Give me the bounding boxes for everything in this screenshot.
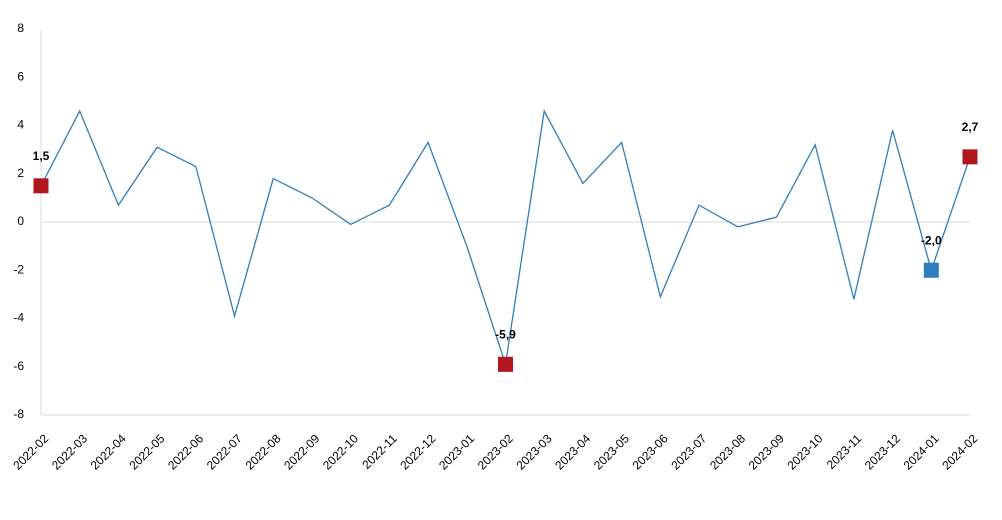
x-tick-label: 2023-12 <box>862 431 903 472</box>
x-tick-label: 2022-06 <box>165 431 206 472</box>
marker <box>33 178 49 194</box>
x-tick-label: 2023-07 <box>668 431 709 472</box>
y-tick-label: -4 <box>13 311 24 325</box>
x-tick-label: 2022-07 <box>204 431 245 472</box>
x-tick-label: 2022-09 <box>281 431 322 472</box>
y-tick-label: -2 <box>13 262 24 276</box>
y-tick-label: 6 <box>17 69 24 83</box>
data-label: 2,7 <box>962 120 979 134</box>
marker <box>923 262 939 278</box>
x-tick-label: 2023-06 <box>630 431 671 472</box>
x-tick-label: 2024-02 <box>939 431 980 472</box>
x-tick-label: 2022-04 <box>88 431 129 472</box>
x-tick-label: 2022-08 <box>243 431 284 472</box>
y-tick-label: 4 <box>17 118 24 132</box>
x-tick-label: 2023-04 <box>552 431 593 472</box>
x-tick-label: 2023-05 <box>591 431 632 472</box>
x-tick-label: 2023-01 <box>436 431 477 472</box>
marker <box>498 356 513 372</box>
x-tick-label: 2022-12 <box>397 431 438 472</box>
x-tick-label: 2022-05 <box>126 431 167 472</box>
y-tick-label: 2 <box>17 166 24 180</box>
x-tick-label: 2023-09 <box>746 431 787 472</box>
x-tick-label: 2023-08 <box>707 431 748 472</box>
x-tick-label: 2022-03 <box>49 431 90 472</box>
y-tick-label: -6 <box>13 359 24 373</box>
x-tick-label: 2023-11 <box>824 431 865 472</box>
data-label: -2,0 <box>921 233 942 247</box>
x-tick-label: 2024-01 <box>901 431 942 472</box>
y-tick-label: -8 <box>13 407 24 421</box>
y-tick-label: 8 <box>17 21 24 35</box>
x-tick-label: 2023-02 <box>475 431 516 472</box>
y-tick-label: 0 <box>17 214 24 228</box>
x-tick-label: 2022-02 <box>10 431 51 472</box>
marker <box>962 149 978 165</box>
data-line <box>40 108 971 365</box>
x-tick-label: 2022-10 <box>320 431 361 472</box>
data-label: -5,9 <box>495 328 516 342</box>
x-tick-label: 2023-10 <box>784 431 825 472</box>
data-label: 1,5 <box>33 149 50 163</box>
x-tick-label: 2022-11 <box>359 431 400 472</box>
x-tick-label: 2023-03 <box>514 431 555 472</box>
